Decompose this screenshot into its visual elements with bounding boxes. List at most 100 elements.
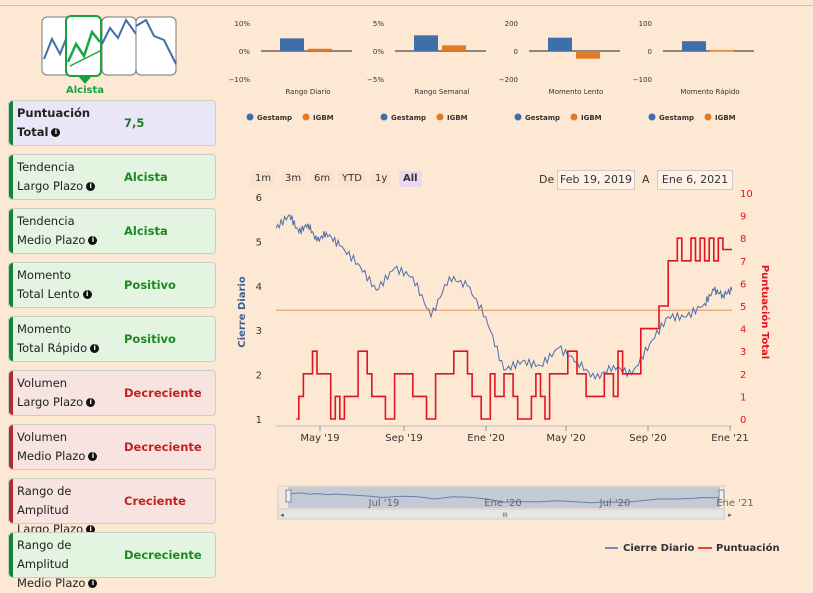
mini-bar-gestamp [682, 41, 706, 51]
navigator-selection[interactable] [288, 487, 720, 508]
mini-chart-1: 10% 0% −10% Rango Diario Gestamp IGBM [228, 14, 358, 124]
card-label-line1: Momento [17, 322, 72, 336]
mini-tick-label: −5% [367, 76, 384, 84]
card-label-line1: Rango de Amplitud [17, 538, 72, 571]
card-label: Rango de Amplitud Largo Plazo i [17, 482, 117, 539]
scroll-left-arrow[interactable]: ◂ [280, 511, 284, 519]
y-right-tick: 5 [740, 302, 746, 313]
card-label-line1: Volumen [17, 430, 68, 444]
info-icon[interactable]: i [86, 398, 96, 407]
mini-tick-label: 200 [505, 20, 518, 28]
x-tick-label: Sep '19 [385, 433, 423, 444]
card-tend-medio[interactable]: Tendencia Medio Plazo i Alcista [8, 208, 216, 254]
card-label-line2: Medio Plazo [17, 576, 86, 590]
legend-marker-igbm [436, 113, 444, 121]
range-button-1y[interactable]: 1y [371, 171, 392, 187]
card-mom-rapido[interactable]: Momento Total Rápido i Positivo [8, 316, 216, 362]
card-label: Tendencia Largo Plazo i [17, 158, 117, 196]
mini-bar-gestamp [548, 37, 572, 51]
info-icon[interactable]: i [82, 290, 92, 299]
legend-marker-igbm [570, 113, 578, 121]
range-button-1m[interactable]: 1m [251, 171, 276, 187]
legend-gestamp[interactable]: Gestamp [525, 114, 560, 122]
top-divider [0, 5, 813, 6]
trend-label: Alcista [66, 85, 104, 96]
y-right-tick: 10 [740, 189, 753, 200]
navigator-scrollbar[interactable] [277, 508, 725, 520]
card-value: Alcista [124, 170, 168, 184]
mini-tick-label: 100 [639, 20, 652, 28]
card-label: Puntuación Total i [17, 104, 117, 142]
card-label: Momento Total Lento i [17, 266, 117, 304]
legend-igbm[interactable]: IGBM [715, 114, 736, 122]
card-accent-bar [9, 425, 13, 469]
mini-tick-label: 10% [234, 20, 250, 28]
card-puntuacion[interactable]: Puntuación Total i 7,5 [8, 100, 216, 146]
legend-igbm[interactable]: IGBM [581, 114, 602, 122]
card-label-line2: Total Rápido [17, 341, 88, 355]
card-label: Momento Total Rápido i [17, 320, 117, 358]
legend-gestamp[interactable]: Gestamp [659, 114, 694, 122]
info-icon[interactable]: i [86, 182, 96, 191]
y-left-tick: 4 [256, 282, 262, 293]
range-button-ytd[interactable]: YTD [338, 171, 366, 187]
card-vol-medio[interactable]: Volumen Medio Plazo i Decreciente [8, 424, 216, 470]
legend-igbm[interactable]: IGBM [447, 114, 468, 122]
date-from-label: De [539, 173, 555, 186]
range-button-all[interactable]: All [399, 171, 422, 187]
mini-chart-title: Momento Lento [549, 88, 604, 96]
card-accent-bar [9, 371, 13, 415]
info-icon[interactable]: i [51, 128, 61, 137]
info-icon[interactable]: i [88, 452, 98, 461]
range-button-3m[interactable]: 3m [281, 171, 306, 187]
card-rango-largo[interactable]: Rango de Amplitud Largo Plazo i Creciente [8, 478, 216, 536]
info-icon[interactable]: i [88, 236, 98, 245]
legend-gestamp[interactable]: Gestamp [391, 114, 426, 122]
legend-puntuacion[interactable]: Puntuación [716, 542, 780, 554]
legend-gestamp[interactable]: Gestamp [257, 114, 292, 122]
y-right-tick: 4 [740, 325, 746, 336]
mini-tick-label: 0% [239, 48, 250, 56]
card-value: Creciente [124, 494, 186, 508]
info-icon[interactable]: i [86, 525, 96, 534]
legend-igbm[interactable]: IGBM [313, 114, 334, 122]
mini-bar-igbm [710, 50, 734, 52]
date-from-input[interactable]: Feb 19, 2019 [557, 170, 635, 190]
legend-marker-gestamp [514, 113, 522, 121]
navigator-label: Ene '21 [716, 498, 753, 509]
card-rango-medio[interactable]: Rango de Amplitud Medio Plazo i Decreciente [8, 532, 216, 590]
navigator-handle-left[interactable] [285, 489, 292, 503]
info-icon[interactable]: i [90, 344, 100, 353]
card-vol-largo[interactable]: Volumen Largo Plazo i Decreciente [8, 370, 216, 416]
card-accent-bar [9, 479, 13, 523]
x-tick-label: May '20 [546, 433, 585, 444]
card-label-line1: Volumen [17, 376, 68, 390]
card-tend-largo[interactable]: Tendencia Largo Plazo i Alcista [8, 154, 216, 200]
date-to-input[interactable]: Ene 6, 2021 [657, 170, 733, 190]
card-accent-bar [9, 209, 13, 253]
mini-chart-title: Rango Diario [285, 88, 330, 96]
navigator-track [277, 485, 725, 519]
mini-tick-label: 0 [648, 48, 652, 56]
mini-tick-label: −100 [633, 76, 652, 84]
navigator-label: Jul '20 [599, 498, 631, 509]
mini-chart-svg: 200 0 −200 Momento Lento Gestamp IGBM [499, 20, 620, 122]
legend-marker-gestamp [380, 113, 388, 121]
series-cierre-diario [275, 213, 733, 381]
scrollbar-grip: III [502, 512, 508, 519]
card-value: Positivo [124, 278, 176, 292]
navigator-handle-right[interactable] [718, 489, 725, 503]
card-mom-lento[interactable]: Momento Total Lento i Positivo [8, 262, 216, 308]
range-button-6m[interactable]: 6m [310, 171, 335, 187]
scroll-right-arrow[interactable]: ▸ [728, 511, 732, 519]
legend-marker-gestamp [246, 113, 254, 121]
card-value: Decreciente [124, 386, 202, 400]
card-value: Decreciente [124, 548, 202, 562]
mini-tick-label: 0 [514, 48, 518, 56]
y-right-tick: 7 [740, 257, 746, 268]
card-label-line2: Medio Plazo [17, 233, 86, 247]
y-right-tick: 3 [740, 347, 746, 358]
legend-cierre-diario[interactable]: Cierre Diario [623, 543, 695, 554]
trend-thumbnails[interactable]: Alcista [40, 14, 180, 98]
x-tick-label: Sep '20 [629, 433, 667, 444]
